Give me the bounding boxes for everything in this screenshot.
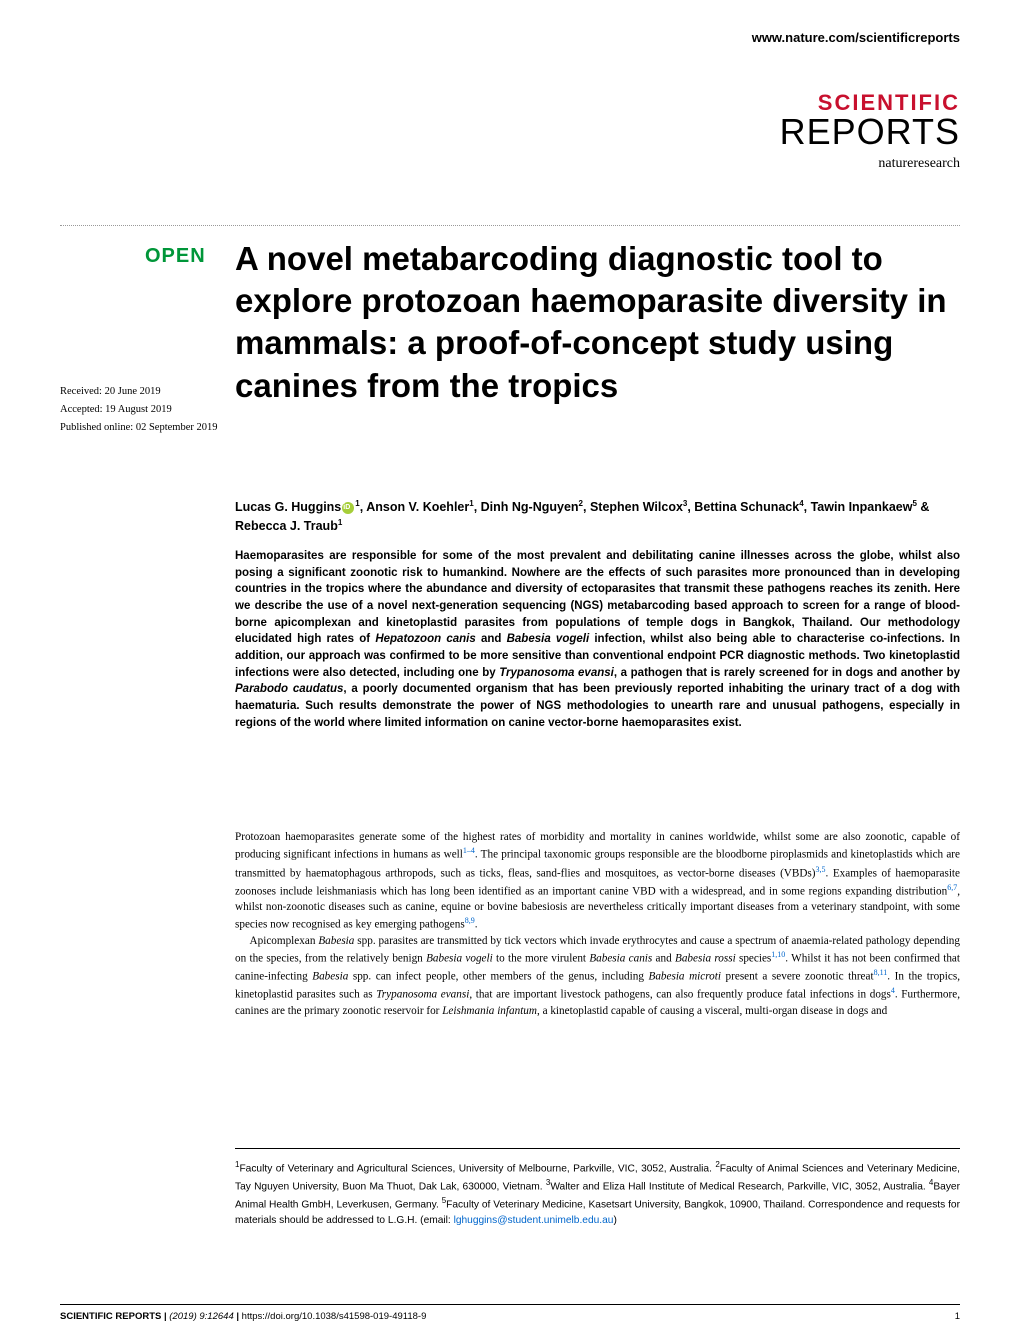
date-accepted: Accepted: 19 August 2019: [60, 401, 220, 419]
body-paragraph-2: Apicomplexan Babesia spp. parasites are …: [235, 934, 960, 1019]
abstract-text: Haemoparasites are responsible for some …: [235, 548, 960, 731]
orcid-icon: [342, 502, 354, 514]
body-paragraph-1: Protozoan haemoparasites generate some o…: [235, 830, 960, 934]
header-url: www.nature.com/scientificreports: [752, 30, 960, 45]
footer-citation-text: (2019) 9:12644: [169, 1311, 233, 1322]
footer-page-number: 1: [955, 1311, 960, 1322]
publication-dates: Received: 20 June 2019 Accepted: 19 Augu…: [60, 383, 220, 437]
journal-logo: SCIENTIFIC REPORTS natureresearch: [780, 90, 960, 172]
date-received: Received: 20 June 2019: [60, 383, 220, 401]
footer-citation: SCIENTIFIC REPORTS | (2019) 9:12644 | ht…: [60, 1311, 426, 1322]
article-title: A novel metabarcoding diagnostic tool to…: [235, 238, 960, 407]
open-access-badge: OPEN: [145, 245, 206, 268]
body-text: Protozoan haemoparasites generate some o…: [235, 830, 960, 1019]
page-footer: SCIENTIFIC REPORTS | (2019) 9:12644 | ht…: [60, 1304, 960, 1322]
date-published: Published online: 02 September 2019: [60, 419, 220, 437]
author-list: Lucas G. Huggins1, Anson V. Koehler1, Di…: [235, 498, 960, 536]
author-affiliations: 1Faculty of Veterinary and Agricultural …: [235, 1148, 960, 1228]
logo-line2: REPORTS: [780, 114, 960, 150]
footer-doi: https://doi.org/10.1038/s41598-019-49118…: [242, 1311, 427, 1322]
divider-dotted: [60, 225, 960, 226]
logo-subtitle: natureresearch: [780, 156, 960, 172]
footer-journal: SCIENTIFIC REPORTS: [60, 1311, 161, 1322]
